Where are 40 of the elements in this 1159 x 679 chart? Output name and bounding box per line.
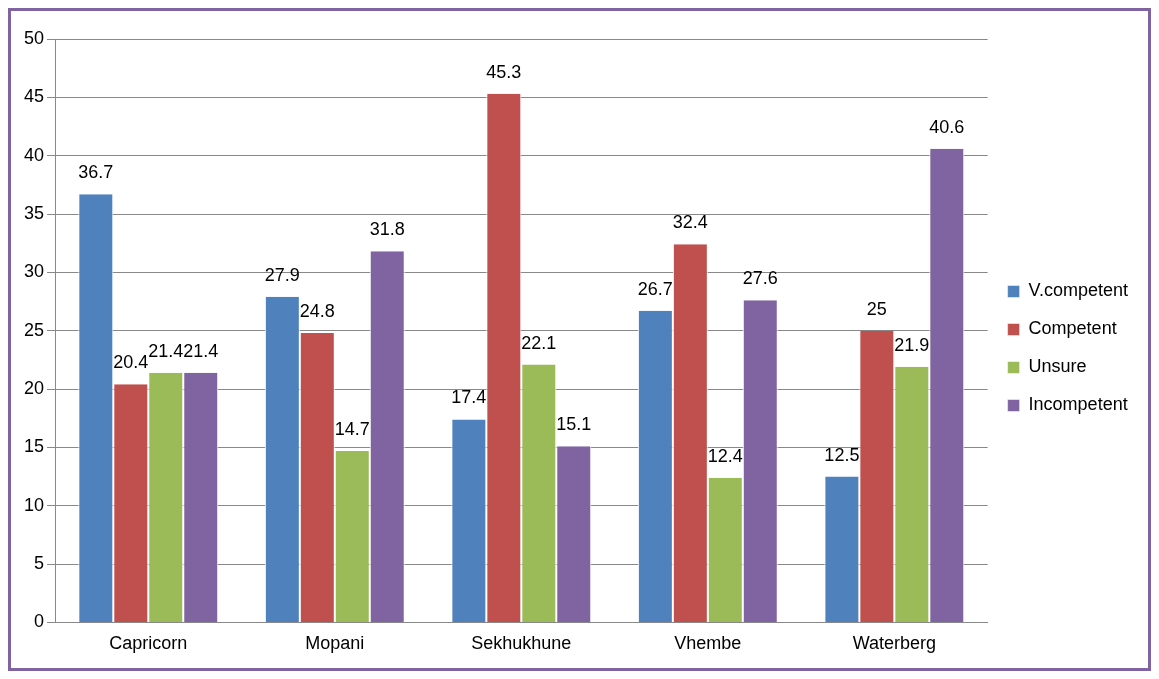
y-tick-label: 25 [23,319,45,340]
y-tick-label: 35 [23,202,45,223]
legend-label: Incompetent [1028,394,1128,415]
data-label: 21.9 [894,334,930,355]
y-tick-label: 20 [23,378,45,399]
y-tick-label: 50 [23,27,45,48]
data-label: 25 [866,298,887,319]
data-label: 45.3 [486,61,522,82]
data-label: 27.9 [264,264,300,285]
data-label: 20.4 [113,352,149,373]
y-tick-label: 0 [34,611,45,632]
data-label: 26.7 [637,278,673,299]
y-tick-label: 10 [23,494,45,515]
x-tick-label: Mopani [305,633,365,654]
legend-label: V.competent [1028,280,1128,301]
data-label: 15.1 [556,414,592,435]
data-label: 24.8 [299,301,335,321]
data-label: 17.4 [451,387,487,408]
y-tick-label: 30 [23,261,45,282]
y-tick-label: 45 [23,86,45,107]
data-label: 14.7 [334,418,370,439]
x-tick-label: Vhembe [674,633,742,654]
legend-label: Competent [1028,318,1117,339]
data-label: 32.4 [672,212,708,233]
legend-label: Unsure [1028,356,1087,377]
y-tick-label: 15 [23,436,45,457]
data-label: 12.5 [824,444,860,465]
y-tick-label: 40 [23,144,45,165]
x-tick-label: Waterberg [852,633,937,654]
data-label: 21.4 [183,340,219,361]
data-label: 22.1 [521,332,557,353]
data-label: 21.4 [148,340,184,361]
data-label: 40.6 [929,116,965,137]
data-label: 31.8 [369,219,405,240]
x-tick-label: Capricorn [109,633,188,654]
data-label: 27.6 [742,268,778,289]
x-tick-label: Sekhukhune [471,633,572,654]
data-label: 36.7 [78,162,114,183]
y-tick-label: 5 [34,553,45,574]
data-label: 12.4 [707,445,743,466]
